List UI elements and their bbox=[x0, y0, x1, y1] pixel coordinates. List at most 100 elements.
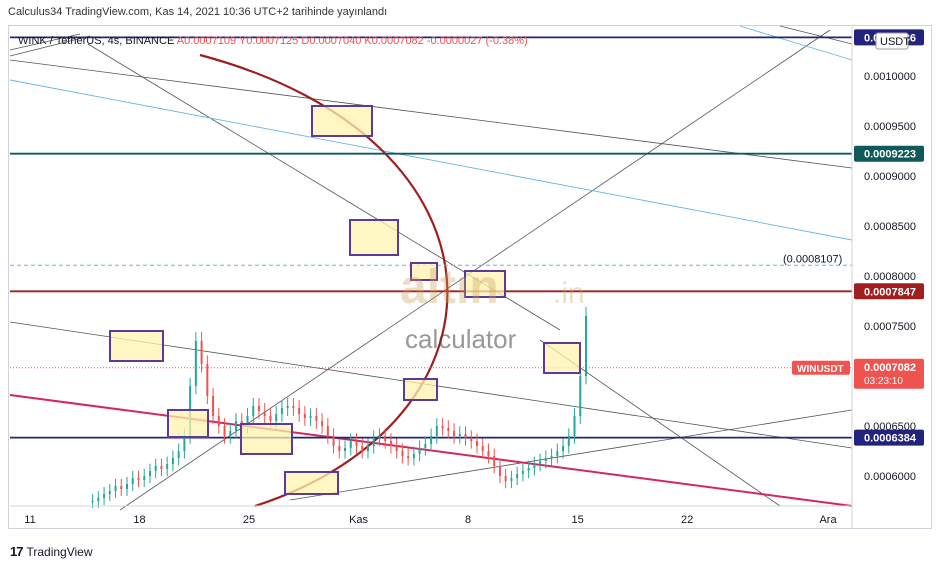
candle-body bbox=[309, 416, 312, 418]
y-tick-label: 0.0008000 bbox=[864, 271, 916, 283]
candle-body bbox=[447, 428, 450, 431]
y-tick-label: 0.0006000 bbox=[864, 471, 916, 483]
tradingview-brand: TradingView bbox=[26, 544, 93, 559]
tradingview-footer[interactable]: 17 TradingView bbox=[10, 544, 93, 559]
highlight-box bbox=[464, 270, 506, 298]
candle-body bbox=[280, 408, 283, 414]
candle-body bbox=[361, 446, 364, 451]
watermark-suffix: .in bbox=[553, 277, 585, 310]
candle-body bbox=[550, 456, 553, 458]
x-tick-label: 25 bbox=[243, 514, 255, 526]
dashed-level-label: (0.0008107) bbox=[783, 253, 842, 265]
price-tag bbox=[854, 429, 924, 446]
candle-body bbox=[372, 438, 375, 446]
candle-body bbox=[200, 341, 203, 364]
symbol-tag bbox=[792, 360, 850, 375]
candle-body bbox=[217, 416, 220, 426]
candle-body bbox=[321, 421, 324, 426]
candle-body bbox=[166, 464, 169, 469]
last-price-value: 0.0007082 bbox=[864, 362, 916, 374]
candle-body bbox=[246, 416, 249, 426]
x-tick-label: 18 bbox=[133, 514, 145, 526]
candle-body bbox=[389, 441, 392, 446]
candle-body bbox=[395, 446, 398, 451]
candle-body bbox=[556, 451, 559, 456]
trend-line bbox=[739, 25, 853, 61]
candle-body bbox=[194, 341, 197, 386]
candle-body bbox=[430, 436, 433, 444]
candle-body bbox=[275, 414, 278, 421]
candle-body bbox=[539, 461, 542, 464]
last-price-tag bbox=[854, 358, 924, 389]
candle-body bbox=[504, 476, 507, 481]
candle-body bbox=[177, 451, 180, 458]
x-tick-label: Kas bbox=[349, 514, 368, 526]
candle-body bbox=[533, 464, 536, 468]
candle-body bbox=[401, 451, 404, 456]
candle-body bbox=[120, 486, 123, 489]
highlight-box bbox=[109, 330, 164, 362]
candle-body bbox=[108, 491, 111, 494]
candle-body bbox=[326, 426, 329, 436]
candle-body bbox=[143, 476, 146, 480]
candle-body bbox=[131, 478, 134, 484]
trend-line bbox=[289, 409, 853, 501]
candle-body bbox=[584, 316, 587, 376]
candle-body bbox=[418, 448, 421, 454]
candle-body bbox=[263, 411, 266, 416]
candle-body bbox=[378, 436, 381, 438]
candle-body bbox=[424, 444, 427, 448]
high-value: 0.0007125 bbox=[246, 35, 299, 47]
x-tick-label: 22 bbox=[681, 514, 693, 526]
candle-body bbox=[229, 431, 232, 436]
x-tick-label: 11 bbox=[24, 514, 35, 526]
candle-body bbox=[103, 494, 106, 498]
y-tick-label: 0.0009500 bbox=[864, 121, 916, 133]
candle-body bbox=[154, 466, 157, 471]
candle-body bbox=[338, 446, 341, 451]
watermark-sub: calculator bbox=[405, 324, 517, 354]
candle-body bbox=[464, 434, 467, 438]
candle-body bbox=[516, 474, 519, 478]
y-tick-label: 0.0008500 bbox=[864, 221, 916, 233]
symbol-name[interactable]: WINK / TetherUS, 4s, BINANCE bbox=[18, 35, 175, 47]
candle-body bbox=[366, 446, 369, 451]
change-value: -0.0000027 (-0.38%) bbox=[426, 35, 528, 47]
candle-body bbox=[269, 416, 272, 421]
close-label: K bbox=[364, 35, 372, 47]
trend-line bbox=[9, 35, 91, 57]
trend-line bbox=[779, 25, 853, 45]
publish-caption: Calculus34 TradingView.com, Kas 14, 2021… bbox=[8, 6, 388, 18]
candle-body bbox=[493, 456, 496, 466]
x-tick-label: Ara bbox=[819, 514, 837, 526]
candle-body bbox=[481, 446, 484, 451]
candle-body bbox=[458, 434, 461, 436]
highlight-box bbox=[403, 378, 438, 401]
y-tick-label: 0.0009000 bbox=[864, 171, 916, 183]
price-tag-label: 0.0006384 bbox=[864, 433, 917, 445]
price-tag-label: 0.0007847 bbox=[864, 286, 916, 298]
symbol-tag-label: WINUSDT bbox=[797, 364, 844, 375]
candle-body bbox=[355, 441, 358, 446]
candle-body bbox=[97, 498, 100, 501]
highlight-box bbox=[284, 471, 339, 495]
candle-body bbox=[223, 426, 226, 436]
low-label: D bbox=[301, 35, 310, 47]
candle-body bbox=[453, 431, 456, 436]
chart-frame[interactable] bbox=[8, 25, 932, 529]
candle-body bbox=[292, 406, 295, 408]
candle-body bbox=[573, 416, 576, 436]
candle-body bbox=[498, 466, 501, 476]
candle-body bbox=[235, 421, 238, 431]
candle-body bbox=[126, 484, 129, 489]
candle-body bbox=[298, 408, 301, 414]
open-value: 0.0007109 bbox=[184, 35, 237, 47]
candle-body bbox=[527, 468, 530, 471]
candle-body bbox=[252, 406, 255, 416]
currency-badge bbox=[875, 32, 909, 50]
candle-body bbox=[212, 396, 215, 416]
highlight-box bbox=[167, 409, 209, 438]
highlight-box bbox=[240, 423, 293, 455]
candle-body bbox=[567, 436, 570, 446]
